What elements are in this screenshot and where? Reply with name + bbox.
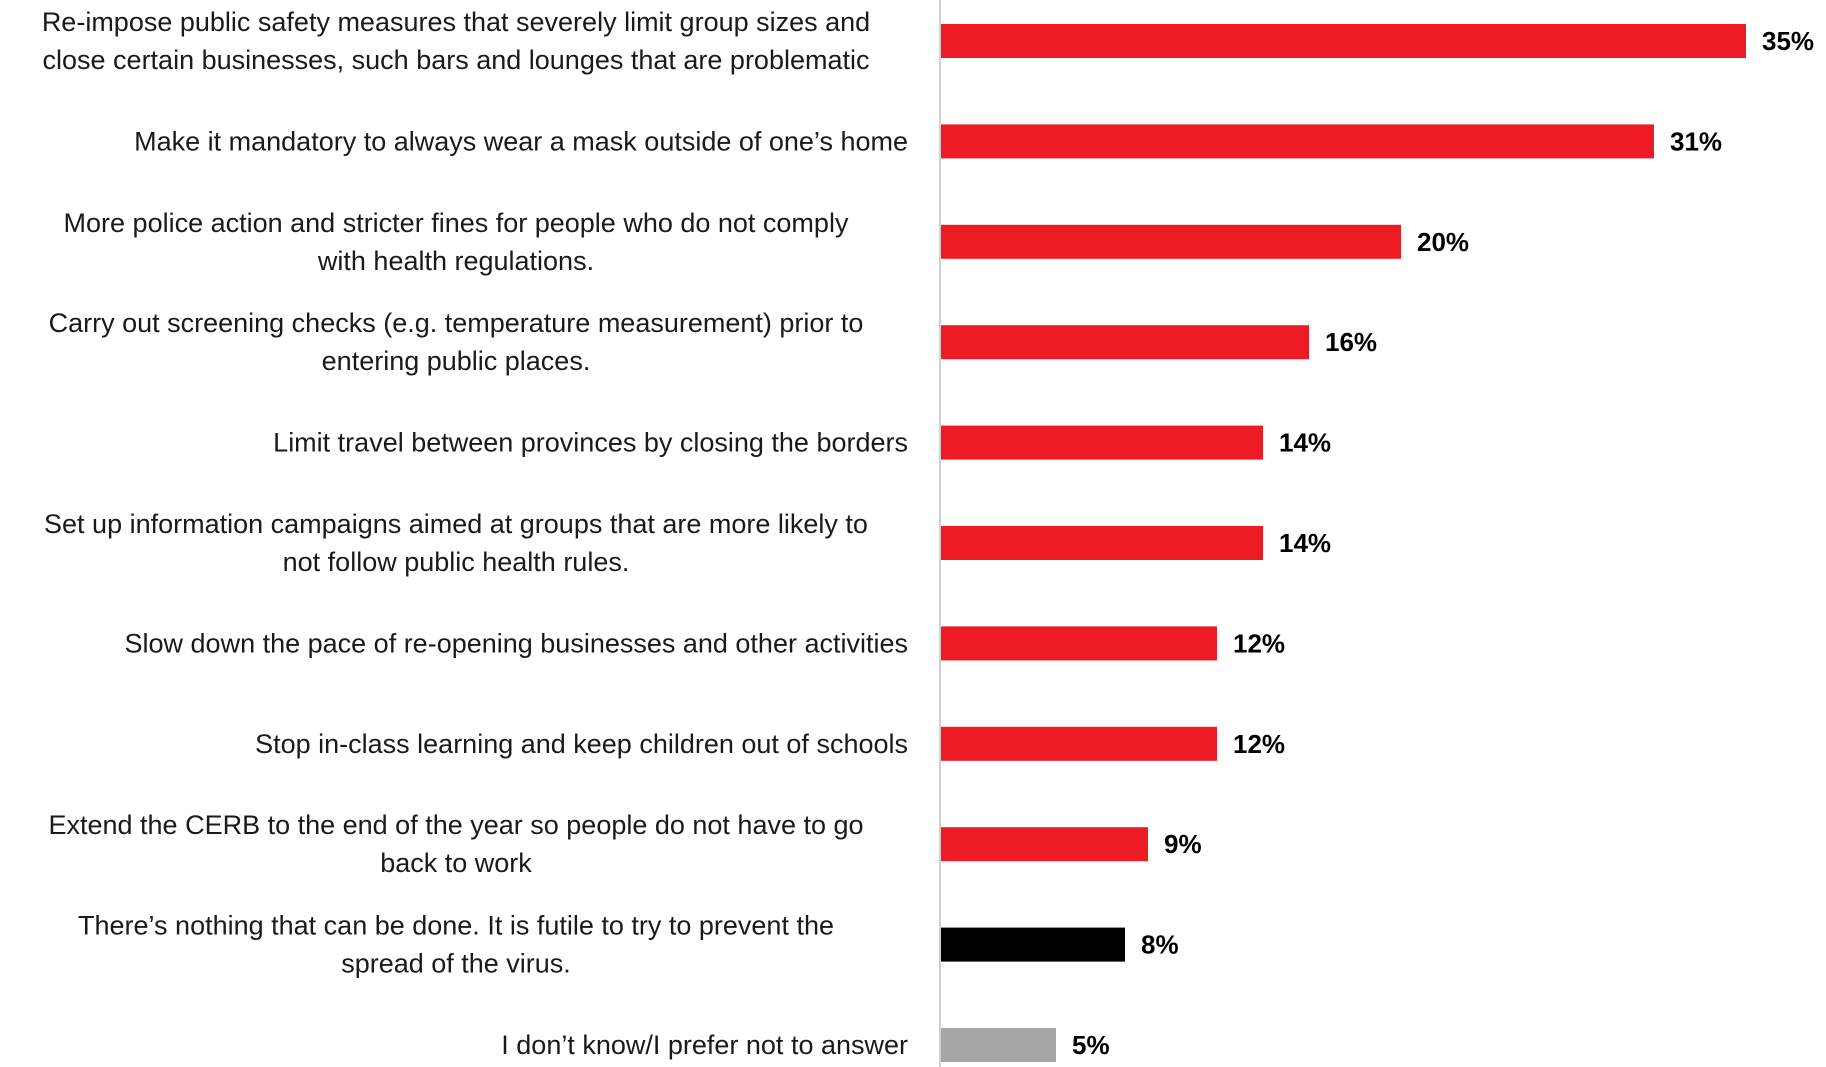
category-label: I don’t know/I prefer not to answer [501, 1030, 908, 1060]
category-label: Set up information campaigns aimed at gr… [44, 509, 868, 539]
bar [941, 726, 1217, 761]
data-label: 14% [1279, 428, 1331, 458]
bar [941, 827, 1148, 862]
bar [941, 124, 1654, 159]
category-label: Extend the CERB to the end of the year s… [48, 810, 863, 840]
data-label: 12% [1233, 628, 1285, 658]
bar [941, 526, 1263, 560]
category-label: spread of the virus. [341, 949, 571, 979]
data-label: 20% [1417, 227, 1469, 257]
category-label: Limit travel between provinces by closin… [273, 428, 908, 458]
bar [941, 325, 1309, 360]
category-label: Slow down the pace of re-opening busines… [125, 628, 908, 658]
data-label: 31% [1670, 126, 1722, 156]
category-label: Stop in-class learning and keep children… [255, 729, 908, 759]
bar [941, 1028, 1056, 1062]
data-label: 9% [1164, 829, 1202, 859]
category-label: with health regulations. [317, 246, 594, 276]
data-label: 14% [1279, 528, 1331, 558]
category-label: Re-impose public safety measures that se… [42, 7, 870, 37]
bar [941, 425, 1263, 460]
bar [941, 927, 1125, 962]
data-label: 12% [1233, 729, 1285, 759]
category-label: Make it mandatory to always wear a mask … [134, 126, 908, 156]
category-label: close certain businesses, such bars and … [43, 45, 870, 75]
category-label: not follow public health rules. [283, 547, 630, 577]
data-label: 35% [1762, 26, 1814, 56]
bar [941, 626, 1217, 661]
bar [941, 224, 1401, 259]
category-label: There’s nothing that can be done. It is … [78, 911, 834, 941]
data-label: 5% [1072, 1030, 1110, 1060]
data-label: 8% [1141, 930, 1179, 960]
bars-group: 35% Re-impose public safety measures that… [42, 7, 1814, 1062]
data-label: 16% [1325, 327, 1377, 357]
category-label: back to work [380, 848, 532, 878]
category-label: More police action and stricter fines fo… [64, 208, 849, 238]
category-label: Carry out screening checks (e.g. tempera… [49, 308, 864, 338]
category-label: entering public places. [322, 346, 591, 376]
bar [941, 24, 1746, 58]
